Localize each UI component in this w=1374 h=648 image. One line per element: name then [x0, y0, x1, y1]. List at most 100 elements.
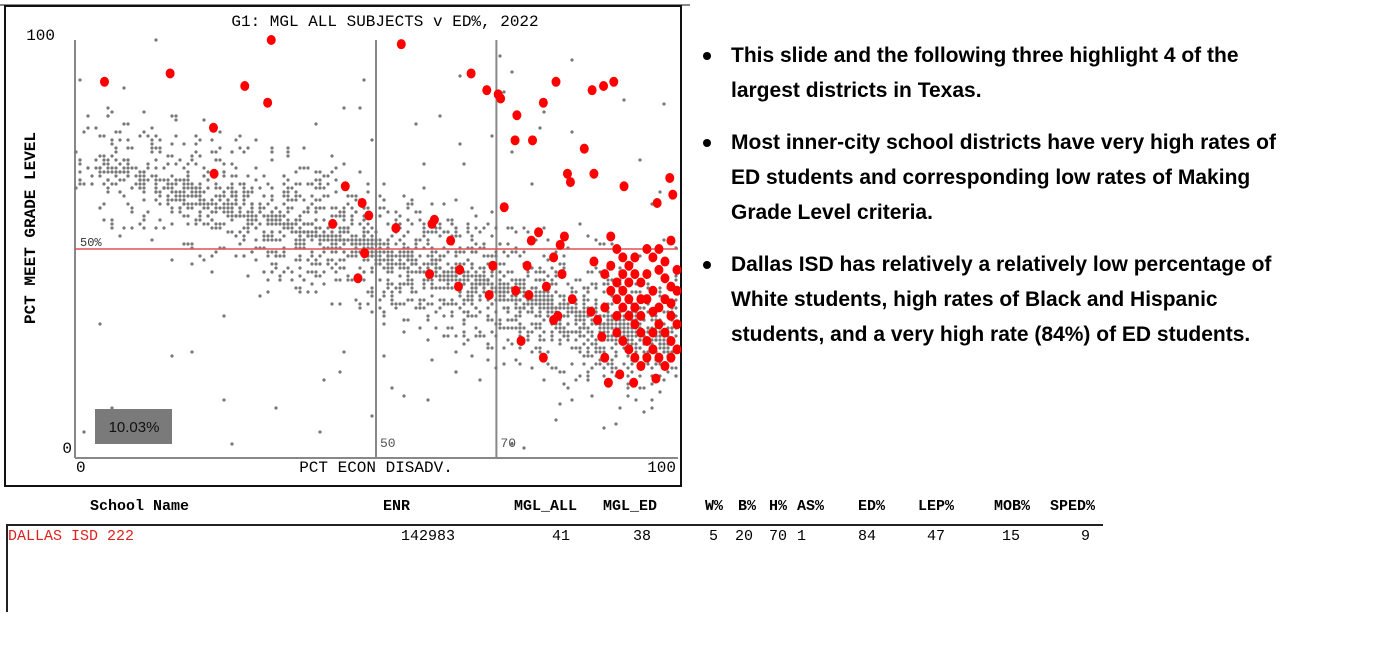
highlight-point — [534, 227, 544, 238]
background-point — [590, 366, 594, 370]
background-point — [286, 178, 290, 182]
bullet-item: This slide and the following three highl… — [700, 38, 1300, 108]
background-point — [494, 290, 498, 294]
background-point — [630, 338, 634, 342]
background-point — [122, 194, 126, 198]
background-point — [382, 258, 386, 262]
highlight-point — [660, 273, 670, 284]
header-mgl-all: MGL_ALL — [513, 498, 577, 515]
background-point — [242, 214, 246, 218]
background-point — [334, 250, 338, 254]
background-point — [218, 198, 222, 202]
background-point — [534, 322, 538, 326]
highlight-point — [612, 310, 622, 321]
highlight-point — [612, 277, 622, 288]
background-point — [558, 326, 562, 330]
background-point — [306, 182, 310, 186]
background-point — [330, 302, 334, 306]
background-point — [466, 338, 470, 342]
background-point — [474, 250, 478, 254]
background-point — [446, 262, 450, 266]
background-point — [166, 162, 170, 166]
background-point — [454, 370, 458, 374]
background-point — [534, 294, 538, 298]
background-point — [614, 354, 618, 358]
background-point — [298, 218, 302, 222]
background-point — [114, 130, 118, 134]
background-point — [214, 150, 218, 154]
background-point — [582, 354, 586, 358]
table-top-border — [6, 524, 1103, 526]
background-point — [142, 186, 146, 190]
background-point — [314, 274, 318, 278]
background-point — [454, 234, 458, 238]
background-point — [518, 306, 522, 310]
background-point — [490, 346, 494, 350]
background-point — [602, 290, 606, 294]
background-point — [298, 238, 302, 242]
background-point — [466, 298, 470, 302]
background-point — [290, 278, 294, 282]
highlight-point — [541, 281, 551, 292]
background-point — [654, 362, 658, 366]
background-point — [262, 234, 266, 238]
background-point — [474, 314, 478, 318]
background-point — [610, 302, 614, 306]
background-point — [318, 262, 322, 266]
background-point — [586, 290, 590, 294]
background-point — [482, 290, 486, 294]
background-point — [370, 254, 374, 258]
background-point — [466, 222, 470, 226]
background-point — [450, 222, 454, 226]
background-point — [290, 270, 294, 274]
background-point — [174, 162, 178, 166]
background-point — [194, 218, 198, 222]
background-point — [202, 206, 206, 210]
background-point — [526, 310, 530, 314]
background-point — [210, 210, 214, 214]
background-point — [374, 238, 378, 242]
background-point — [230, 210, 234, 214]
background-point — [378, 306, 382, 310]
background-point — [466, 226, 470, 230]
cell-lep-pct: 47 — [926, 528, 945, 545]
background-point — [466, 270, 470, 274]
background-point — [626, 326, 630, 330]
background-point — [570, 310, 574, 314]
highlight-point — [516, 335, 526, 346]
background-point — [154, 158, 158, 162]
background-point — [514, 282, 518, 286]
background-point — [542, 302, 546, 306]
background-point — [106, 166, 110, 170]
highlight-point — [567, 294, 577, 305]
background-point — [198, 198, 202, 202]
background-point — [378, 258, 382, 262]
background-point — [514, 250, 518, 254]
background-point — [658, 286, 662, 290]
background-point — [274, 262, 278, 266]
background-point — [298, 226, 302, 230]
background-point — [582, 334, 586, 338]
background-point — [214, 226, 218, 230]
background-point — [342, 266, 346, 270]
background-point — [594, 362, 598, 366]
background-point — [514, 302, 518, 306]
highlight-point — [360, 248, 370, 259]
background-point — [602, 346, 606, 350]
background-point — [334, 166, 338, 170]
background-point — [510, 150, 514, 154]
background-point — [242, 186, 246, 190]
background-point — [378, 206, 382, 210]
background-point — [602, 314, 606, 318]
background-point — [554, 290, 558, 294]
background-point — [542, 294, 546, 298]
background-point — [270, 158, 274, 162]
background-point — [614, 338, 618, 342]
background-point — [214, 202, 218, 206]
background-point — [374, 242, 378, 246]
background-point — [406, 218, 410, 222]
background-point — [498, 270, 502, 274]
background-point — [314, 258, 318, 262]
background-point — [266, 218, 270, 222]
background-point — [578, 346, 582, 350]
